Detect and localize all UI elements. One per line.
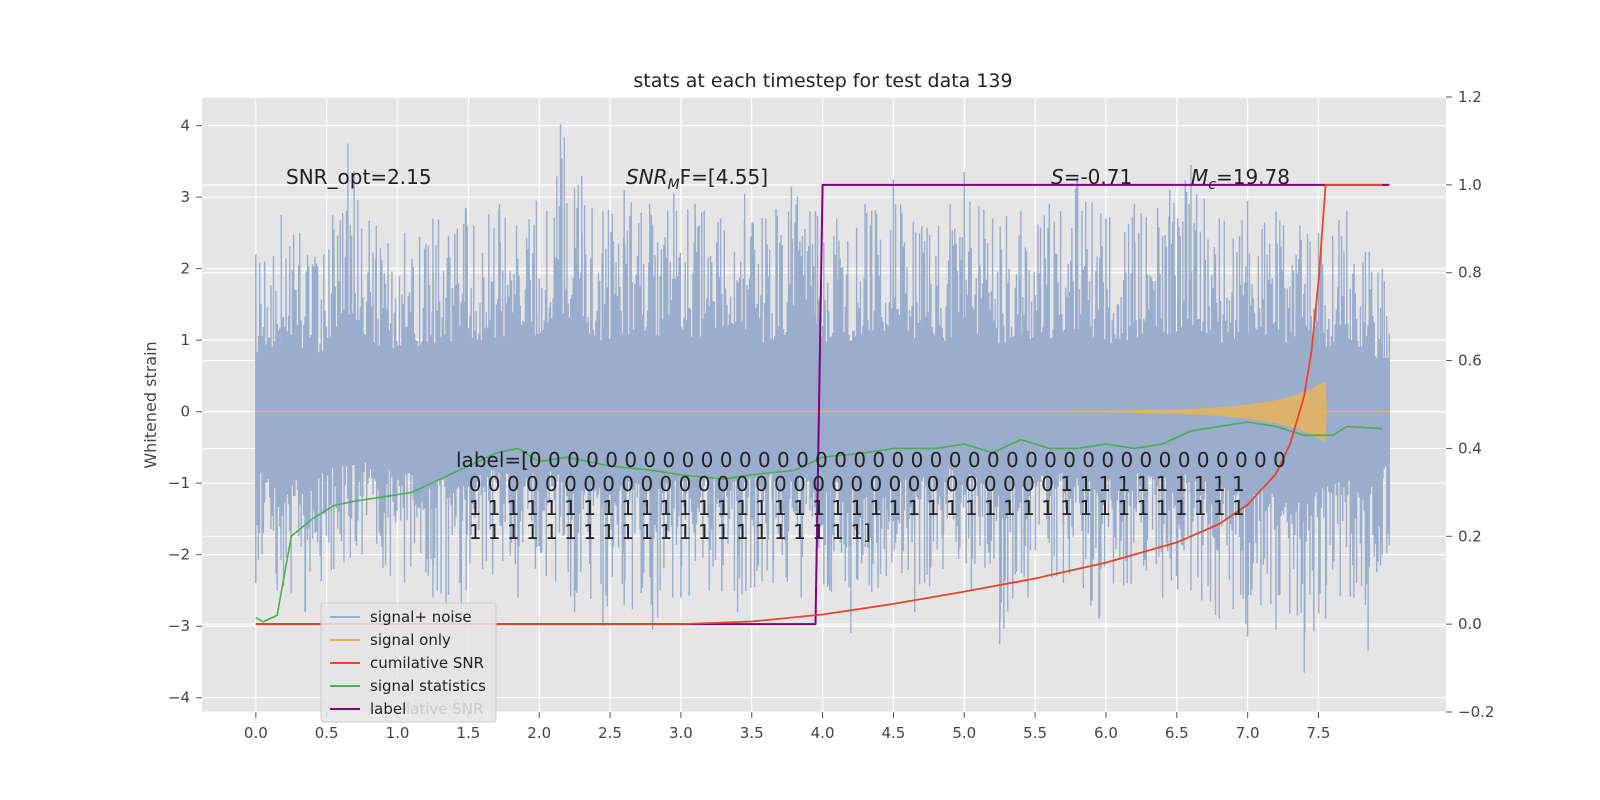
legend-label-signal-only: signal only [370,631,451,649]
x-tick-label: 1.5 [456,724,480,742]
y2-tick-label: 0.4 [1458,439,1482,457]
annotation-layer: SNR_opt=2.15 SNRMF=[4.55] S=-0.71 Mc=19.… [286,165,1290,544]
label-array-line-1: label=[0 0 0 0 0 0 0 0 0 0 0 0 0 0 0 0 0… [456,448,1286,472]
y2-tick-label: 0.2 [1458,527,1482,545]
label-array-line-2: 0 0 0 0 0 0 0 0 0 0 0 0 0 0 0 0 0 0 0 0 … [456,472,1245,496]
x-tick-label: 0.5 [315,724,339,742]
snr-opt-annotation: SNR_opt=2.15 [286,165,432,189]
s-annotation: S=-0.71 [1051,165,1132,189]
y-tick-label: −3 [168,617,190,635]
signal-statistics-line [255,421,1383,623]
y-axis-label: Whitened strain [141,341,160,468]
y-tick-label: −2 [168,546,190,564]
y2-tick-label: 1.0 [1458,176,1482,194]
y-tick-label: 4 [180,117,190,135]
y-tick-label: 1 [180,331,190,349]
y2-tick-label: 0.0 [1458,615,1482,633]
data-layer [255,124,1390,673]
y-tick-label: 2 [180,260,190,278]
x-tick-label: 4.5 [881,724,905,742]
y2-tick-label: −0.2 [1458,703,1494,721]
legend-label-signal-noise: signal+ noise [370,608,472,626]
y2-tick-label: 0.6 [1458,352,1482,370]
mc-annotation: Mc=19.78 [1191,165,1290,193]
axis-layer: 0.0 0.5 1.0 1.5 2.0 2.5 3.0 3.5 4.0 4.5 5.0 5.5 6.0 6… [168,88,1495,742]
x-tick-label: 1.0 [386,724,410,742]
x-tick-label: 7.5 [1307,724,1331,742]
y-tick-label: −4 [168,689,190,707]
x-tick-label: 5.0 [952,724,976,742]
x-tick-label: 2.5 [598,724,622,742]
chart-title: stats at each timestep for test data 139 [633,70,1012,92]
x-tick-label: 6.0 [1094,724,1118,742]
y-tick-label: −1 [168,474,190,492]
x-tick-label: 3.5 [740,724,764,742]
x-tick-label: 5.5 [1023,724,1047,742]
cumulative-snr-line [255,184,1383,625]
y2-tick-label: 1.2 [1458,88,1482,106]
label-array-line-4: 1 1 1 1 1 1 1 1 1 1 1 1 1 1 1 1 1 1 1 1 … [456,520,871,544]
legend-label-label: label [370,700,406,718]
snr-mf-annotation: SNRMF=[4.55] [626,165,768,193]
legend-box [320,602,497,723]
legend: signal+ noise signal only cumilative SNR… [320,602,497,723]
legend-overlap-text: lative SNR [406,700,483,718]
x-tick-label: 3.0 [669,724,693,742]
label-array-line-3: 1 1 1 1 1 1 1 1 1 1 1 1 1 1 1 1 1 1 1 1 … [456,496,1245,520]
legend-label-signal-statistics: signal statistics [370,677,486,695]
y2-tick-label: 0.8 [1458,264,1482,282]
legend-label-cumulative-snr: cumilative SNR [370,654,484,672]
x-tick-label: 7.0 [1236,724,1260,742]
y-tick-label: 3 [180,188,190,206]
y-tick-label: 0 [180,403,190,421]
x-tick-label: 6.5 [1165,724,1189,742]
x-tick-label: 4.0 [811,724,835,742]
x-tick-label: 0.0 [244,724,268,742]
x-tick-label: 2.0 [527,724,551,742]
